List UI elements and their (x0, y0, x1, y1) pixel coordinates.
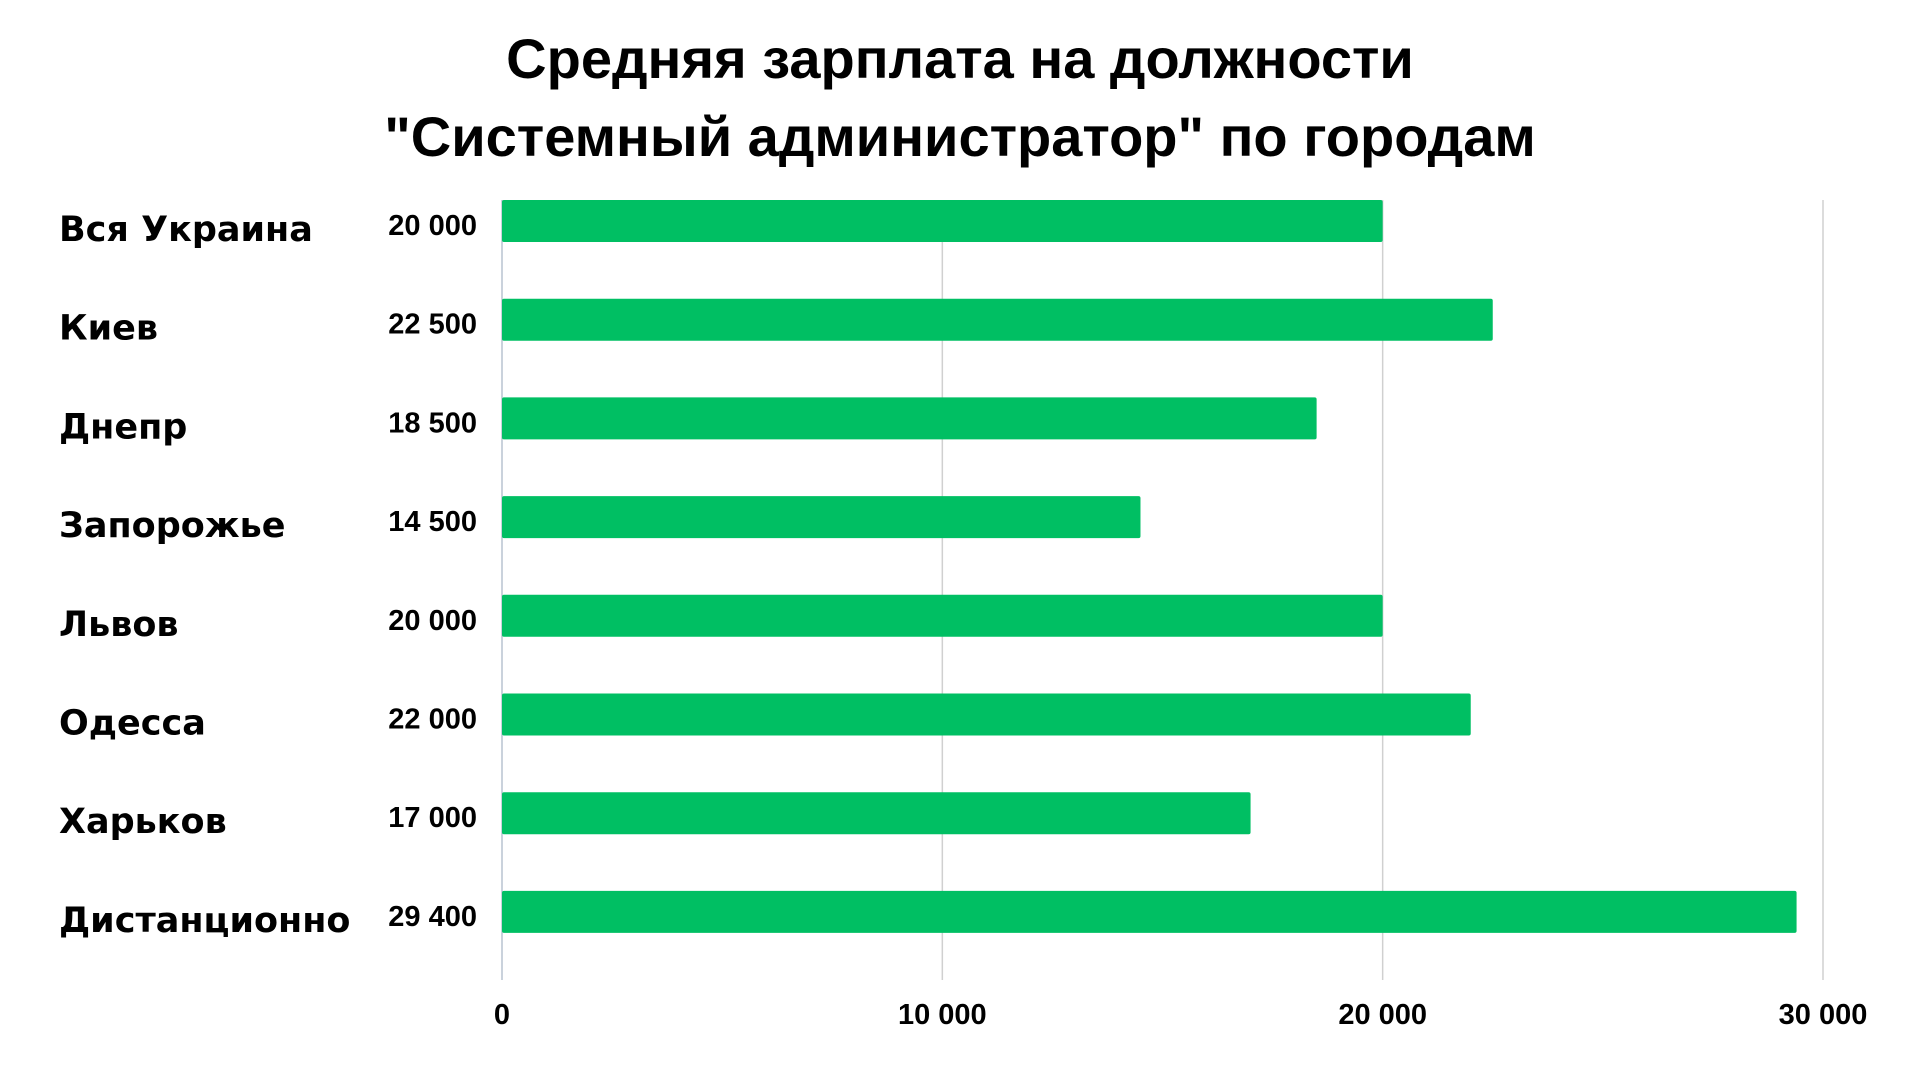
x-tick-label: 10 000 (898, 999, 987, 1031)
value-label: 20 000 (388, 210, 477, 242)
category-label: Вся Украина (59, 210, 313, 250)
category-label: Дистанционно (59, 901, 350, 941)
value-label: 22 500 (388, 309, 477, 341)
chart-title-line-1: Средняя зарплата на должности (506, 27, 1414, 90)
bar (502, 200, 1383, 242)
bar (502, 792, 1251, 835)
category-label: Одесса (59, 704, 206, 744)
x-tick-label: 30 000 (1779, 999, 1868, 1031)
category-label: Запорожье (59, 506, 286, 546)
bar (502, 890, 1797, 933)
category-label: Днепр (59, 407, 187, 447)
value-label: 18 500 (388, 407, 477, 439)
bar (502, 693, 1471, 736)
chart-title-line-2: "Системный администратор" по городам (384, 105, 1536, 168)
category-label: Львов (59, 605, 179, 645)
bar (502, 298, 1493, 341)
value-label: 14 500 (388, 506, 477, 538)
category-label: Харьков (59, 802, 227, 842)
x-tick-label: 20 000 (1338, 999, 1427, 1031)
x-tick-label: 0 (494, 999, 510, 1031)
value-label: 29 400 (388, 901, 477, 933)
value-label: 17 000 (388, 802, 477, 834)
bar (502, 594, 1383, 637)
bar (502, 397, 1317, 440)
bar (502, 496, 1141, 539)
category-label: Киев (59, 309, 158, 349)
value-label: 20 000 (388, 605, 477, 637)
value-label: 22 000 (388, 704, 477, 736)
